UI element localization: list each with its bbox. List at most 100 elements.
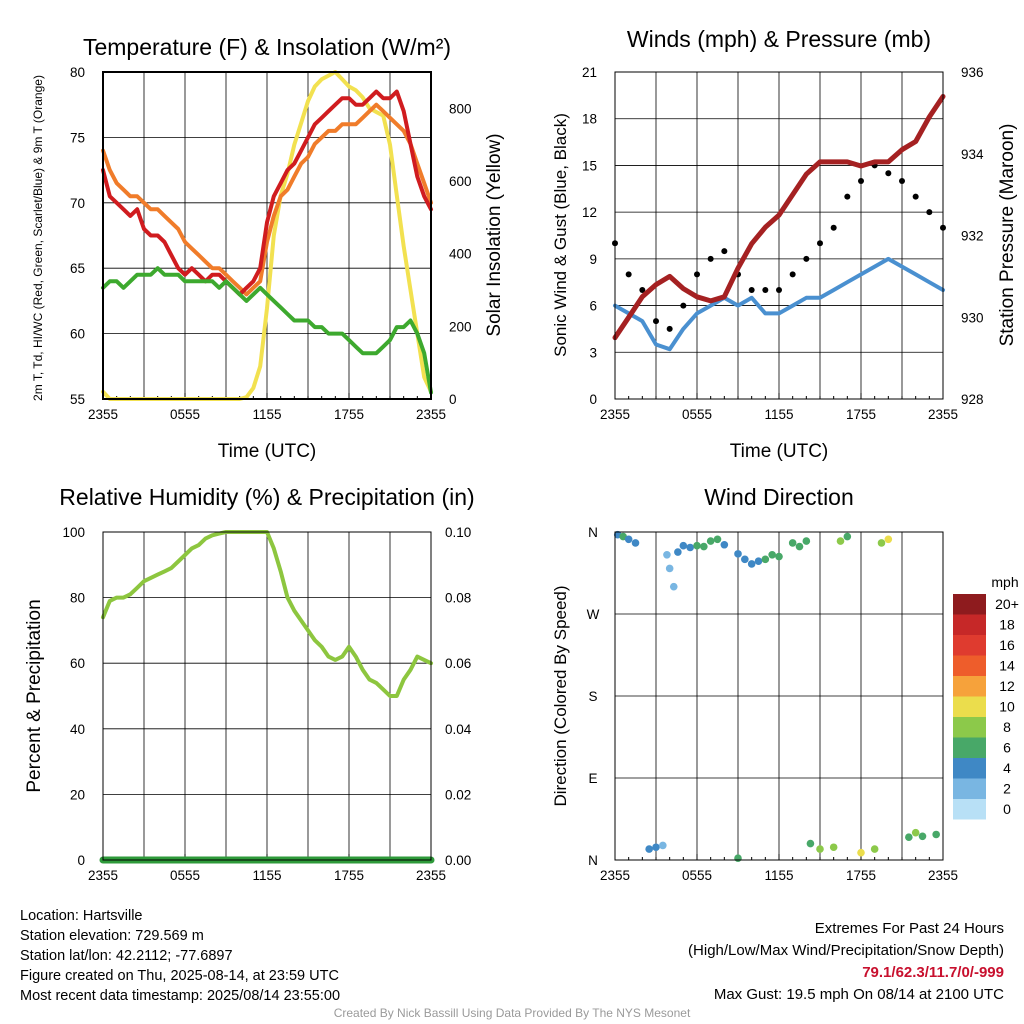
- direction-point: [679, 541, 688, 550]
- x-axis-label: Time (UTC): [218, 441, 317, 462]
- gust-point: [817, 240, 823, 247]
- plot-frame: [614, 71, 944, 400]
- direction-point: [693, 541, 701, 550]
- figure-created: Figure created on Thu, 2025-08-14, at 23…: [20, 968, 339, 984]
- direction-point: [911, 828, 920, 837]
- direction-point: [713, 535, 722, 544]
- y-tick-label: 0: [589, 392, 597, 407]
- station-elevation: Station elevation: 729.569 m: [20, 928, 204, 944]
- y2-tick-label: 932: [961, 229, 984, 244]
- x-tick-label: 0555: [682, 407, 712, 422]
- y2-tick-label: 0.00: [445, 853, 471, 868]
- y2-tick-label: 936: [961, 65, 984, 80]
- y-axis-label: 2m T, Td, HI/WC (Red, Green, Scarlet/Blu…: [31, 75, 45, 401]
- legend-label: 14: [999, 658, 1015, 674]
- direction-point: [734, 550, 742, 558]
- direction-point: [836, 537, 845, 545]
- recent-timestamp: Most recent data timestamp: 2025/08/14 2…: [20, 988, 341, 1004]
- legend-label: 18: [999, 617, 1015, 633]
- y2-axis-label: Station Pressure (Maroon): [997, 124, 1018, 347]
- dewpoint-line: [101, 266, 433, 395]
- y-tick-label: 60: [70, 656, 85, 671]
- gust-point: [926, 209, 933, 216]
- credit-line: Created By Nick Bassill Using Data Provi…: [333, 1006, 691, 1020]
- y2-tick-label: 200: [449, 319, 472, 334]
- gust-point: [694, 271, 700, 278]
- direction-point: [795, 542, 804, 551]
- direction-point: [669, 582, 678, 591]
- y-tick-label: N: [588, 853, 598, 868]
- legend-label: 8: [1003, 719, 1011, 735]
- gust-point: [803, 255, 810, 262]
- x-tick-label: 2355: [416, 407, 446, 422]
- y-tick-label: 80: [70, 65, 85, 80]
- y-tick-label: 0: [77, 853, 85, 868]
- direction-point: [706, 537, 715, 545]
- x-tick-label: 1755: [334, 868, 364, 883]
- y-tick-label: 9: [589, 252, 597, 267]
- direction-point: [806, 839, 815, 848]
- direction-point: [754, 557, 763, 565]
- x-tick-label: 0555: [682, 868, 712, 883]
- legend-swatch: [953, 676, 986, 697]
- x-tick-label: 1155: [764, 868, 793, 883]
- y-tick-label: 40: [70, 722, 85, 737]
- temp-9m-line: [101, 102, 433, 297]
- y2-axis-label: Solar Insolation (Yellow): [484, 133, 505, 336]
- plot-frame: [102, 71, 432, 400]
- legend-label: 0: [1003, 801, 1011, 817]
- chart-panel-2: Winds (mph) & Pressure (mb) 2355 0555 1155 1…: [551, 26, 1018, 462]
- y2-tick-label: 400: [449, 247, 472, 262]
- y-tick-label: 15: [582, 158, 597, 173]
- direction-point: [659, 841, 667, 850]
- direction-point: [761, 555, 770, 564]
- direction-point: [905, 833, 913, 842]
- y-tick-label: 18: [582, 112, 597, 127]
- chart-title: Winds (mph) & Pressure (mb): [627, 26, 931, 52]
- x-tick-label: 1755: [334, 407, 364, 422]
- y-tick-label: 60: [70, 327, 85, 342]
- station-info: Location: Hartsville Station elevation: …: [20, 906, 340, 1006]
- gust-point: [789, 271, 796, 278]
- direction-point: [674, 548, 682, 556]
- y-axis-label: Sonic Wind & Gust (Blue, Black): [551, 113, 570, 357]
- gust-point: [762, 287, 769, 293]
- direction-point: [665, 564, 674, 573]
- legend-label: 20+: [995, 596, 1019, 612]
- x-tick-label: 2355: [416, 868, 446, 883]
- y2-tick-label: 0: [449, 392, 457, 407]
- x-tick-label: 2355: [928, 407, 958, 422]
- legend-swatch: [953, 758, 986, 779]
- legend-label: 10: [999, 699, 1015, 715]
- x-axis-label: Time (UTC): [730, 441, 829, 462]
- direction-point: [720, 540, 729, 549]
- direction-point: [877, 539, 886, 547]
- x-tick-label: 1155: [764, 407, 793, 422]
- legend-label: 16: [999, 637, 1015, 653]
- y-tick-label: 65: [70, 261, 85, 276]
- y2-tick-label: 0.04: [445, 722, 472, 737]
- legend-label: 6: [1003, 740, 1011, 756]
- direction-point: [775, 552, 783, 561]
- legend-swatch: [953, 778, 986, 799]
- y-tick-label: 75: [70, 130, 85, 145]
- direction-point: [768, 550, 776, 559]
- legend-title: mph: [991, 574, 1018, 590]
- y2-tick-label: 0.08: [445, 591, 471, 606]
- gust-point: [666, 325, 673, 332]
- legend-swatch: [953, 799, 986, 820]
- direction-point: [686, 543, 694, 552]
- x-tick-label: 0555: [170, 868, 200, 883]
- direction-point: [884, 535, 893, 544]
- y-tick-label: 70: [70, 196, 85, 211]
- speed-legend: mph 20+ 18 16 14 12 10 8 6 4 2 0: [953, 574, 1019, 820]
- y2-tick-label: 800: [449, 101, 472, 116]
- gust-point: [858, 178, 864, 184]
- x-tick-label: 2355: [600, 868, 630, 883]
- y-tick-label: E: [588, 771, 597, 786]
- direction-point: [741, 555, 749, 564]
- direction-point: [802, 537, 811, 545]
- chart-panel-1: Temperature (F) & Insolation (W/m²)2355 0…: [31, 34, 505, 462]
- y2-tick-label: 934: [961, 147, 984, 162]
- y-tick-label: 80: [70, 591, 85, 606]
